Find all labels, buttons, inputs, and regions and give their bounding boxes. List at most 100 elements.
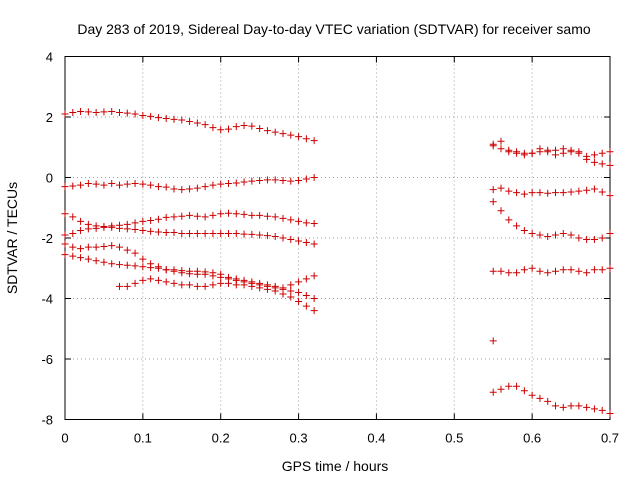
data-point	[77, 245, 85, 253]
data-point	[598, 188, 606, 196]
data-point	[178, 229, 186, 237]
data-point	[92, 257, 100, 265]
data-point	[186, 267, 194, 275]
data-point	[178, 267, 186, 275]
data-point	[193, 229, 201, 237]
data-point	[590, 266, 598, 274]
data-point	[201, 183, 209, 191]
data-point	[575, 187, 583, 195]
data-point	[590, 236, 598, 244]
data-point	[295, 278, 303, 286]
data-point	[193, 282, 201, 290]
data-point	[552, 231, 559, 239]
y-tick-label: 2	[46, 110, 53, 125]
series-arc-6	[61, 251, 318, 292]
data-point	[544, 269, 552, 277]
data-point	[225, 229, 232, 237]
data-point	[528, 391, 536, 399]
data-point	[147, 264, 155, 272]
data-point	[201, 268, 209, 276]
data-point	[520, 266, 528, 274]
data-point	[606, 148, 614, 156]
x-tick-label: 0.3	[290, 431, 308, 446]
data-point	[240, 281, 248, 289]
data-point	[520, 151, 528, 159]
data-point	[162, 183, 170, 191]
x-tick-label: 0	[61, 431, 68, 446]
y-tick-label: -8	[41, 413, 53, 428]
data-point	[513, 189, 521, 197]
data-point	[505, 187, 513, 195]
data-point	[116, 181, 123, 189]
series-arc-9	[489, 142, 614, 169]
data-point	[139, 263, 147, 271]
data-point	[256, 231, 264, 239]
data-point	[248, 177, 256, 185]
data-point	[536, 394, 544, 402]
data-point	[240, 210, 248, 218]
data-point	[590, 185, 598, 193]
data-point	[147, 112, 155, 120]
data-point	[310, 137, 318, 145]
data-point	[77, 254, 85, 262]
data-point	[598, 149, 606, 157]
data-point	[279, 290, 287, 298]
data-point	[575, 267, 583, 275]
data-point	[240, 230, 248, 238]
data-point	[131, 110, 139, 118]
data-point	[590, 405, 598, 413]
data-point	[256, 124, 264, 132]
data-point	[279, 234, 287, 242]
data-point	[201, 229, 209, 237]
data-point	[497, 137, 505, 145]
data-point	[186, 211, 194, 219]
data-point	[193, 267, 201, 275]
x-tick-label: 0.4	[367, 431, 385, 446]
data-point	[139, 111, 147, 119]
data-point	[116, 282, 123, 290]
data-point	[92, 180, 100, 188]
data-point	[513, 149, 521, 157]
data-point	[147, 181, 155, 189]
data-point	[84, 108, 92, 116]
data-point	[170, 229, 178, 237]
data-point	[544, 146, 552, 154]
data-point	[186, 118, 194, 126]
data-point	[287, 236, 295, 244]
data-point	[552, 189, 559, 197]
data-point	[287, 177, 295, 185]
data-point	[302, 302, 310, 310]
data-point	[575, 148, 583, 156]
data-point	[575, 234, 583, 242]
data-point	[505, 382, 513, 390]
data-point	[287, 131, 295, 139]
data-point	[84, 243, 92, 251]
data-point	[544, 232, 552, 240]
series-arc-12	[489, 264, 614, 277]
data-point	[139, 255, 147, 263]
data-point	[497, 385, 505, 393]
data-point	[193, 184, 201, 192]
data-point	[178, 186, 186, 194]
data-point	[544, 189, 552, 197]
data-point	[116, 243, 123, 251]
data-point	[100, 258, 108, 266]
data-point	[225, 209, 232, 217]
data-point	[513, 269, 521, 277]
data-point	[567, 402, 575, 410]
data-point	[123, 261, 131, 269]
data-point	[154, 215, 162, 223]
data-point	[217, 270, 225, 278]
data-point	[598, 406, 606, 414]
data-point	[209, 281, 217, 289]
data-point	[69, 213, 77, 221]
data-point	[77, 217, 85, 225]
series-arc-13	[489, 382, 614, 417]
data-point	[310, 295, 318, 302]
data-point	[217, 180, 225, 188]
data-point	[178, 116, 186, 124]
data-point	[232, 275, 240, 283]
data-point	[170, 279, 178, 287]
data-point	[77, 226, 85, 234]
data-point	[162, 115, 170, 123]
